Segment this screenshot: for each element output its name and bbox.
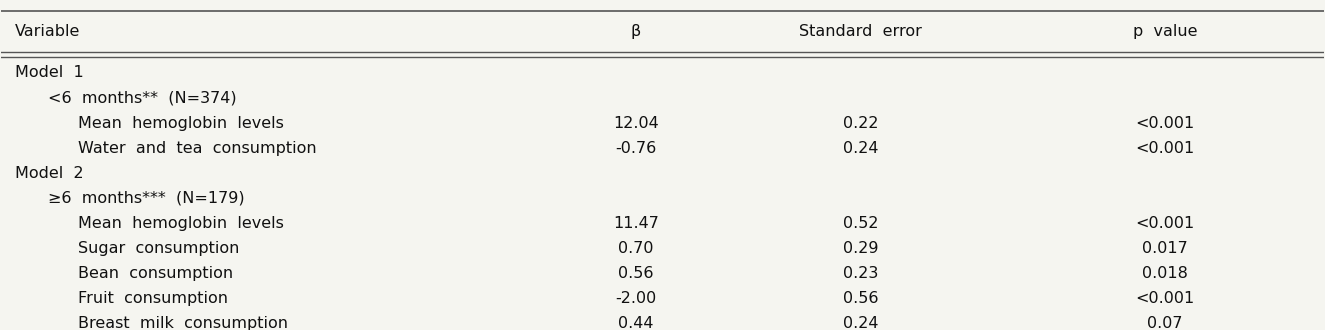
Text: 0.24: 0.24 — [843, 141, 878, 156]
Text: Variable: Variable — [15, 24, 80, 40]
Text: Model  1: Model 1 — [15, 65, 83, 81]
Text: 0.44: 0.44 — [619, 316, 653, 330]
Text: ≥6  months***  (N=179): ≥6 months*** (N=179) — [48, 191, 244, 206]
Text: 0.018: 0.018 — [1142, 266, 1189, 281]
Text: Model  2: Model 2 — [15, 166, 83, 181]
Text: β: β — [631, 24, 641, 40]
Text: 0.52: 0.52 — [843, 216, 878, 231]
Text: <0.001: <0.001 — [1136, 216, 1195, 231]
Text: Fruit  consumption: Fruit consumption — [78, 291, 228, 306]
Text: 0.70: 0.70 — [619, 241, 653, 256]
Text: Water  and  tea  consumption: Water and tea consumption — [78, 141, 317, 156]
Text: p  value: p value — [1133, 24, 1198, 40]
Text: 0.24: 0.24 — [843, 316, 878, 330]
Text: <0.001: <0.001 — [1136, 291, 1195, 306]
Text: Sugar  consumption: Sugar consumption — [78, 241, 240, 256]
Text: -0.76: -0.76 — [615, 141, 657, 156]
Text: <6  months**  (N=374): <6 months** (N=374) — [48, 91, 236, 106]
Text: -2.00: -2.00 — [615, 291, 657, 306]
Text: 0.23: 0.23 — [843, 266, 878, 281]
Text: 0.017: 0.017 — [1142, 241, 1187, 256]
Text: 0.56: 0.56 — [619, 266, 653, 281]
Text: <0.001: <0.001 — [1136, 116, 1195, 131]
Text: 0.56: 0.56 — [843, 291, 878, 306]
Text: Mean  hemoglobin  levels: Mean hemoglobin levels — [78, 116, 284, 131]
Text: <0.001: <0.001 — [1136, 141, 1195, 156]
Text: Standard  error: Standard error — [799, 24, 922, 40]
Text: 0.07: 0.07 — [1147, 316, 1183, 330]
Text: 0.22: 0.22 — [843, 116, 878, 131]
Text: Breast  milk  consumption: Breast milk consumption — [78, 316, 288, 330]
Text: Mean  hemoglobin  levels: Mean hemoglobin levels — [78, 216, 284, 231]
Text: 0.29: 0.29 — [843, 241, 878, 256]
Text: 12.04: 12.04 — [613, 116, 659, 131]
Text: 11.47: 11.47 — [613, 216, 659, 231]
Text: Bean  consumption: Bean consumption — [78, 266, 233, 281]
